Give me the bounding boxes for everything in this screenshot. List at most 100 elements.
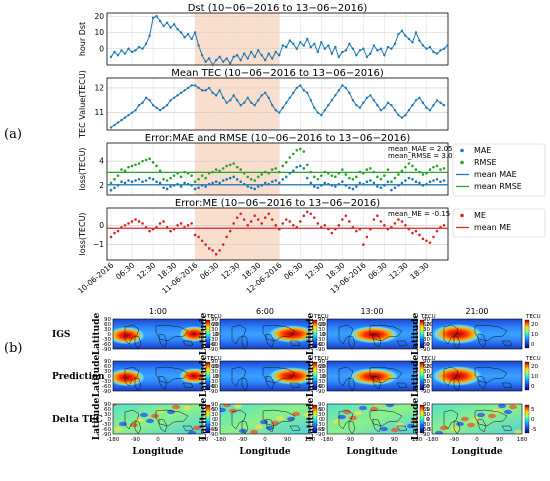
legend: ME mean ME: [452, 208, 546, 238]
data-point: [190, 37, 193, 41]
data-point: [207, 57, 211, 60]
data-point-rmse: [295, 148, 299, 152]
y-tick-label: 10: [94, 28, 104, 37]
lat-tick-label: -90: [102, 389, 111, 395]
delta-patch: [343, 409, 351, 415]
colorbar-tick-label: 5: [531, 407, 535, 413]
data-point-me: [295, 225, 299, 229]
legend-label: MAE: [474, 146, 491, 155]
legend-marker: [460, 160, 464, 165]
data-point-me: [176, 224, 179, 227]
data-point-mae: [320, 184, 323, 187]
data-point-rmse: [134, 163, 137, 167]
data-point: [120, 118, 123, 122]
map-frame: [431, 318, 523, 350]
delta-patch: [451, 426, 459, 432]
tec-hotspot: [177, 325, 203, 343]
data-point: [165, 104, 169, 107]
data-point: [162, 24, 165, 28]
data-point-me: [362, 243, 365, 246]
delta-patch: [229, 408, 237, 414]
data-point-mae: [305, 176, 309, 180]
data-point: [200, 54, 204, 57]
data-point-me: [298, 220, 302, 223]
lat-tick-label: -60: [102, 342, 111, 348]
colorbar-label: TECU: [206, 314, 222, 320]
lat-tick-label: 60: [211, 322, 218, 328]
latitude-label: Latitude: [306, 313, 316, 356]
lat-tick-label: -60: [316, 342, 325, 348]
delta-patch: [151, 413, 159, 419]
y-tick-label: 4: [99, 157, 104, 166]
data-point: [400, 116, 404, 119]
map-column-title: 13:00: [360, 307, 383, 316]
y-axis-label: TEC Value(TECU): [78, 70, 87, 139]
map-frame: [326, 318, 418, 350]
data-point: [193, 84, 197, 87]
map-row-label: Delta TEC: [52, 415, 103, 425]
data-point-me: [411, 231, 414, 235]
lat-tick-label: 90: [318, 402, 325, 408]
lat-tick-label: -30: [102, 422, 111, 428]
data-point: [278, 54, 281, 57]
data-point-mae: [386, 180, 390, 183]
data-point-rmse: [337, 171, 341, 175]
data-point-mae: [151, 177, 155, 181]
colorbar-tick-label: 10: [531, 374, 538, 380]
data-point: [372, 44, 376, 47]
continent-outline: [231, 324, 301, 349]
lat-tick-label: 0: [427, 417, 431, 423]
data-point-mae: [274, 179, 278, 182]
data-point: [260, 54, 263, 57]
data-point-me: [225, 235, 228, 239]
data-point-mae: [358, 181, 362, 185]
colorbar-tick-label: 10: [319, 374, 326, 380]
colorbar-label: TECU: [420, 356, 436, 362]
delta-patch: [498, 404, 506, 409]
data-point-mae: [263, 181, 267, 185]
data-point-mae: [193, 187, 197, 191]
lat-tick-label: -60: [421, 342, 430, 348]
data-point: [214, 94, 218, 97]
lat-tick-label: -60: [316, 384, 325, 390]
data-point-rmse: [277, 170, 281, 174]
data-point: [116, 121, 120, 124]
lon-tick-label: 180: [198, 437, 209, 443]
data-point-rmse: [130, 164, 134, 168]
data-point-me: [151, 227, 155, 231]
data-point-me: [358, 227, 362, 231]
annotation: mean_MAE = 2.05: [388, 145, 453, 153]
data-point-mae: [165, 187, 169, 191]
data-point-rmse: [260, 173, 264, 176]
data-point: [264, 91, 267, 95]
lat-tick-label: 60: [423, 407, 430, 413]
data-point: [341, 84, 344, 87]
data-point: [288, 39, 291, 42]
data-point-rmse: [390, 180, 393, 183]
colorbar-tick-label: 0: [319, 384, 323, 390]
lat-tick-label: 30: [318, 412, 325, 418]
data-point-me: [277, 227, 281, 231]
data-point-rmse: [137, 162, 141, 165]
delta-patch: [412, 418, 417, 424]
lat-tick-label: -30: [209, 422, 218, 428]
data-point-me: [383, 224, 386, 227]
data-point-me: [305, 210, 309, 214]
data-point: [271, 104, 274, 107]
data-point-me: [291, 224, 295, 227]
data-point-rmse: [218, 169, 221, 173]
data-point: [267, 96, 270, 100]
data-point: [130, 111, 134, 114]
lat-tick-label: 90: [104, 317, 111, 323]
colorbar-label: TECU: [420, 314, 436, 320]
data-point-me: [432, 235, 435, 239]
data-point: [323, 108, 327, 112]
data-point-mae: [197, 186, 200, 190]
lon-tick-label: -180: [107, 437, 120, 443]
colorbar-label: TECU: [313, 314, 329, 320]
data-point-rmse: [334, 175, 337, 179]
data-point-me: [316, 222, 320, 225]
chart-title: Error:ME (10−06−2016 to 13−06−2016): [175, 198, 380, 209]
